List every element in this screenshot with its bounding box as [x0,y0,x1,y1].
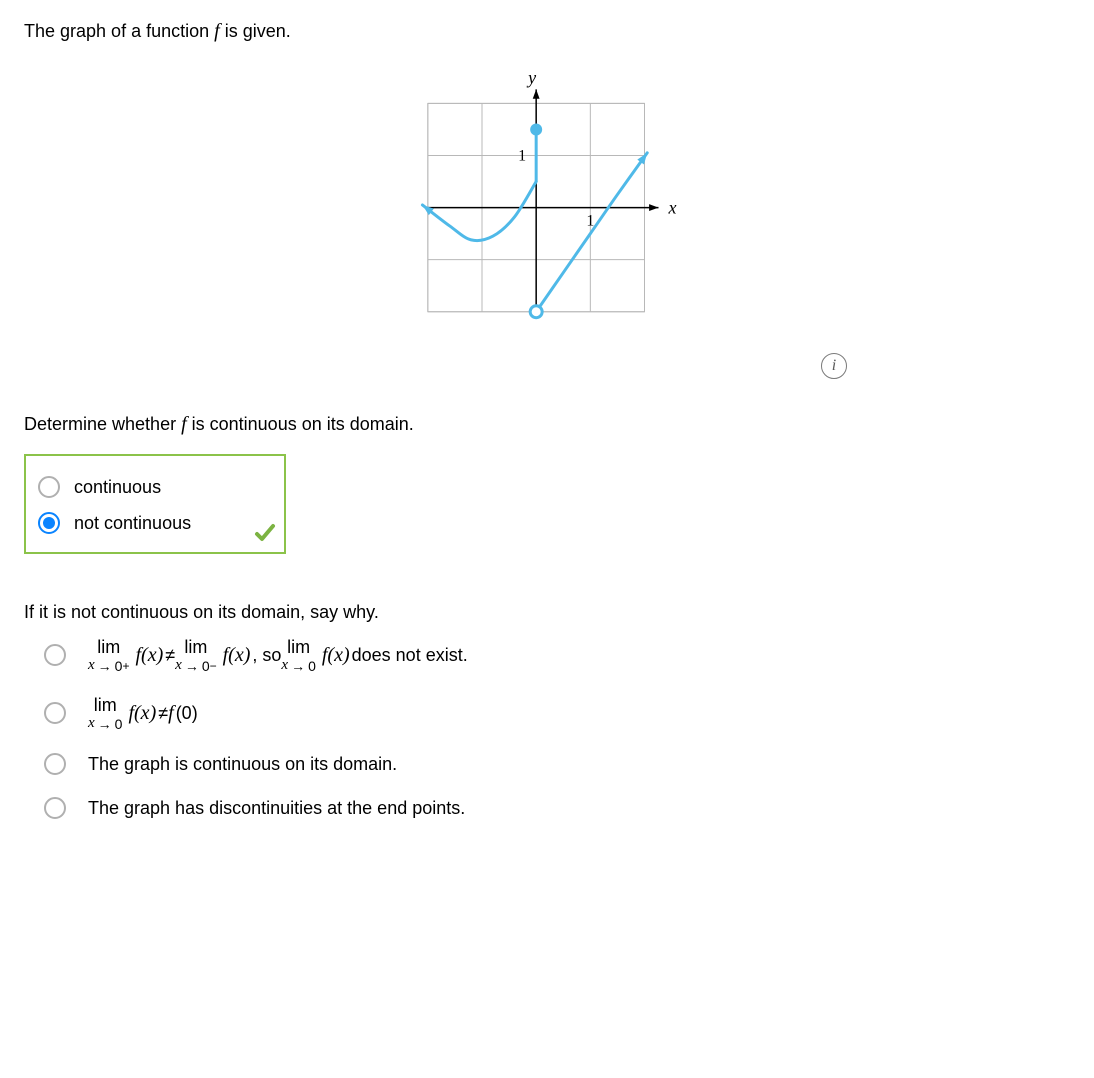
prompt-post: is given. [220,21,291,41]
radio-button[interactable] [38,476,60,498]
radio-button[interactable] [38,512,60,534]
q2-option-c-label: The graph is continuous on its domain. [88,754,397,775]
info-icon[interactable]: i [821,353,847,379]
graph-container: xy11 i [247,63,847,373]
radio-button[interactable] [44,753,66,775]
q1-option-b-label: not continuous [74,513,191,534]
prompt-pre: The graph of a function [24,21,214,41]
q1-option-not-continuous[interactable]: not continuous [38,512,268,534]
q2-prompt-text: If it is not continuous on its domain, s… [24,602,379,622]
q2-option-b[interactable]: limx→0f(x) ≠ f(0) [44,695,1070,731]
svg-text:y: y [526,67,536,87]
q1-post: is continuous on its domain. [187,414,414,434]
svg-text:1: 1 [518,148,526,165]
radio-button[interactable] [44,644,66,666]
q1-prompt: Determine whether f is continuous on its… [24,413,1070,436]
info-icon-label: i [832,357,836,375]
function-graph: xy11 [387,63,707,373]
q2-option-d-label: The graph has discontinuities at the end… [88,798,465,819]
q2-option-c[interactable]: The graph is continuous on its domain. [44,753,1070,775]
q2-option-a-label: limx→0+f(x) ≠ limx→0−f(x), so limx→0f(x)… [88,637,468,673]
radio-button[interactable] [44,702,66,724]
q1-pre: Determine whether [24,414,181,434]
q1-answer-box: continuous not continuous [24,454,286,554]
q2-options: limx→0+f(x) ≠ limx→0−f(x), so limx→0f(x)… [24,637,1070,819]
q2-option-b-label: limx→0f(x) ≠ f(0) [88,695,198,731]
q1-option-continuous[interactable]: continuous [38,476,268,498]
q1-option-a-label: continuous [74,477,161,498]
q2-option-d[interactable]: The graph has discontinuities at the end… [44,797,1070,819]
svg-text:x: x [668,198,677,218]
correct-check-icon [254,522,276,544]
radio-button[interactable] [44,797,66,819]
q2-prompt: If it is not continuous on its domain, s… [24,602,1070,623]
q2-option-a[interactable]: limx→0+f(x) ≠ limx→0−f(x), so limx→0f(x)… [44,637,1070,673]
question-prompt: The graph of a function f is given. [24,20,1070,43]
